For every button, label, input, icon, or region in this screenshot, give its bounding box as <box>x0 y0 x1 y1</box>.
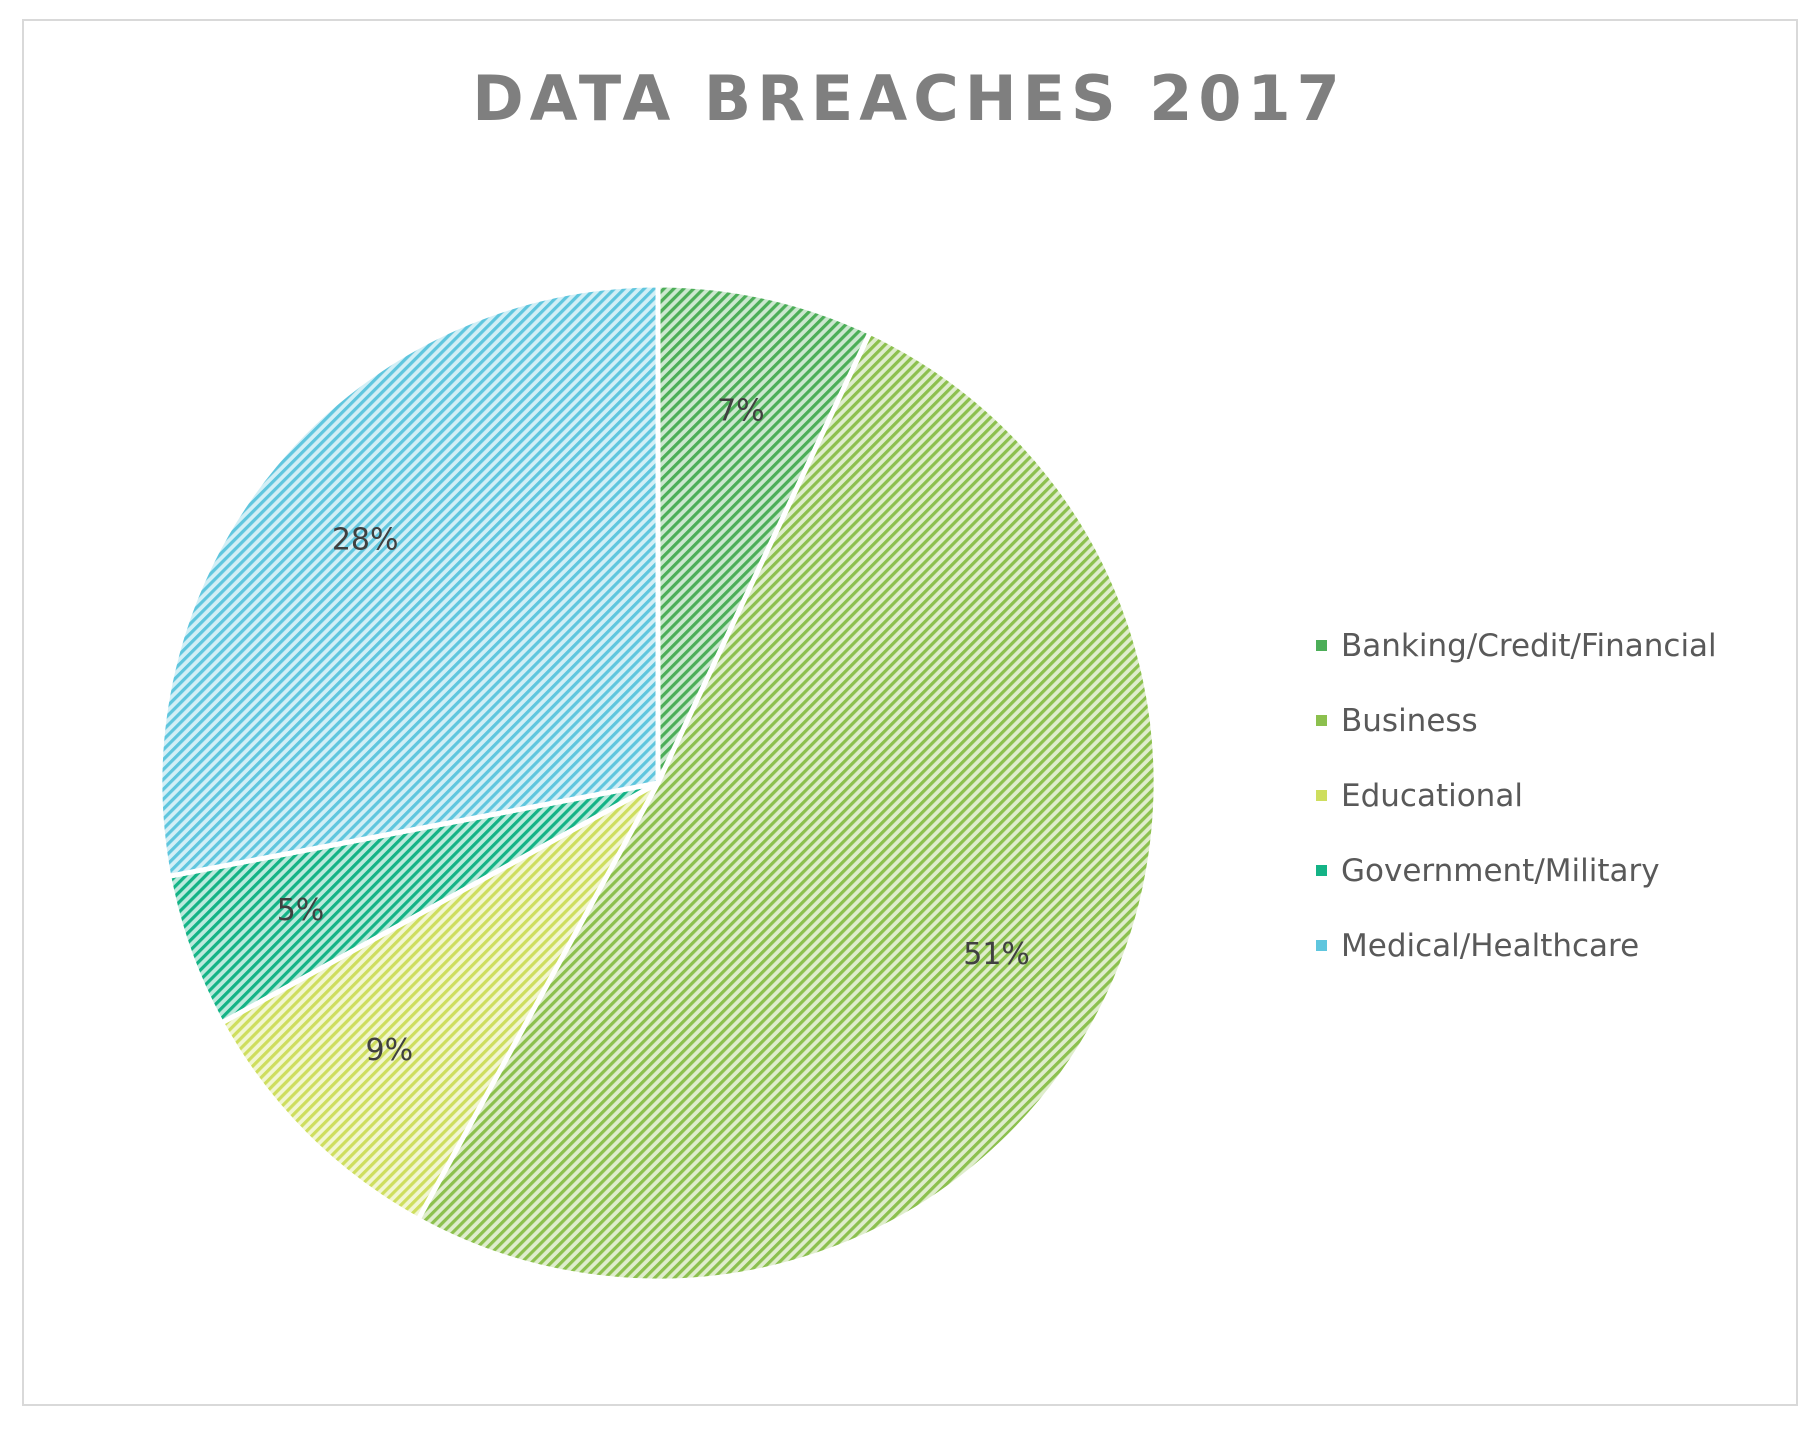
legend-swatch <box>1316 940 1327 951</box>
legend-label: Banking/Credit/Financial <box>1341 627 1717 664</box>
pie-slice-government-military <box>166 780 661 1026</box>
pie-slice-banking-credit-financial <box>655 282 873 786</box>
legend-label: Medical/Healthcare <box>1341 927 1640 964</box>
data-labels: 7% 51% 9% 5% 28% <box>277 394 1030 1068</box>
legend-item-government-military: Government/Military <box>1316 833 1717 908</box>
pie-slice-educational <box>219 780 661 1222</box>
legend-label: Educational <box>1341 777 1523 814</box>
legend-swatch <box>1316 640 1327 651</box>
data-label-educational: 9% <box>366 1033 414 1068</box>
data-label-medical-healthcare: 28% <box>332 522 399 557</box>
legend-item-business: Business <box>1316 683 1717 758</box>
legend-item-banking-credit-financial: Banking/Credit/Financial <box>1316 608 1717 683</box>
chart-title: DATA BREACHES 2017 <box>472 62 1346 135</box>
legend-swatch <box>1316 790 1327 801</box>
legend-swatch <box>1316 865 1327 876</box>
legend-label: Business <box>1341 702 1478 739</box>
data-label-banking-credit-financial: 7% <box>717 394 765 429</box>
legend: Banking/Credit/Financial Business Educatio… <box>1316 608 1717 983</box>
legend-item-medical-healthcare: Medical/Healthcare <box>1316 908 1717 983</box>
legend-swatch <box>1316 715 1327 726</box>
data-label-government-military: 5% <box>277 893 325 928</box>
pie-slice-medical-healthcare <box>157 282 661 879</box>
legend-label: Government/Military <box>1341 852 1660 889</box>
legend-item-educational: Educational <box>1316 758 1717 833</box>
pie-slices <box>157 282 1159 1284</box>
data-label-business: 51% <box>963 937 1030 972</box>
pie-slice-business <box>415 329 1159 1284</box>
